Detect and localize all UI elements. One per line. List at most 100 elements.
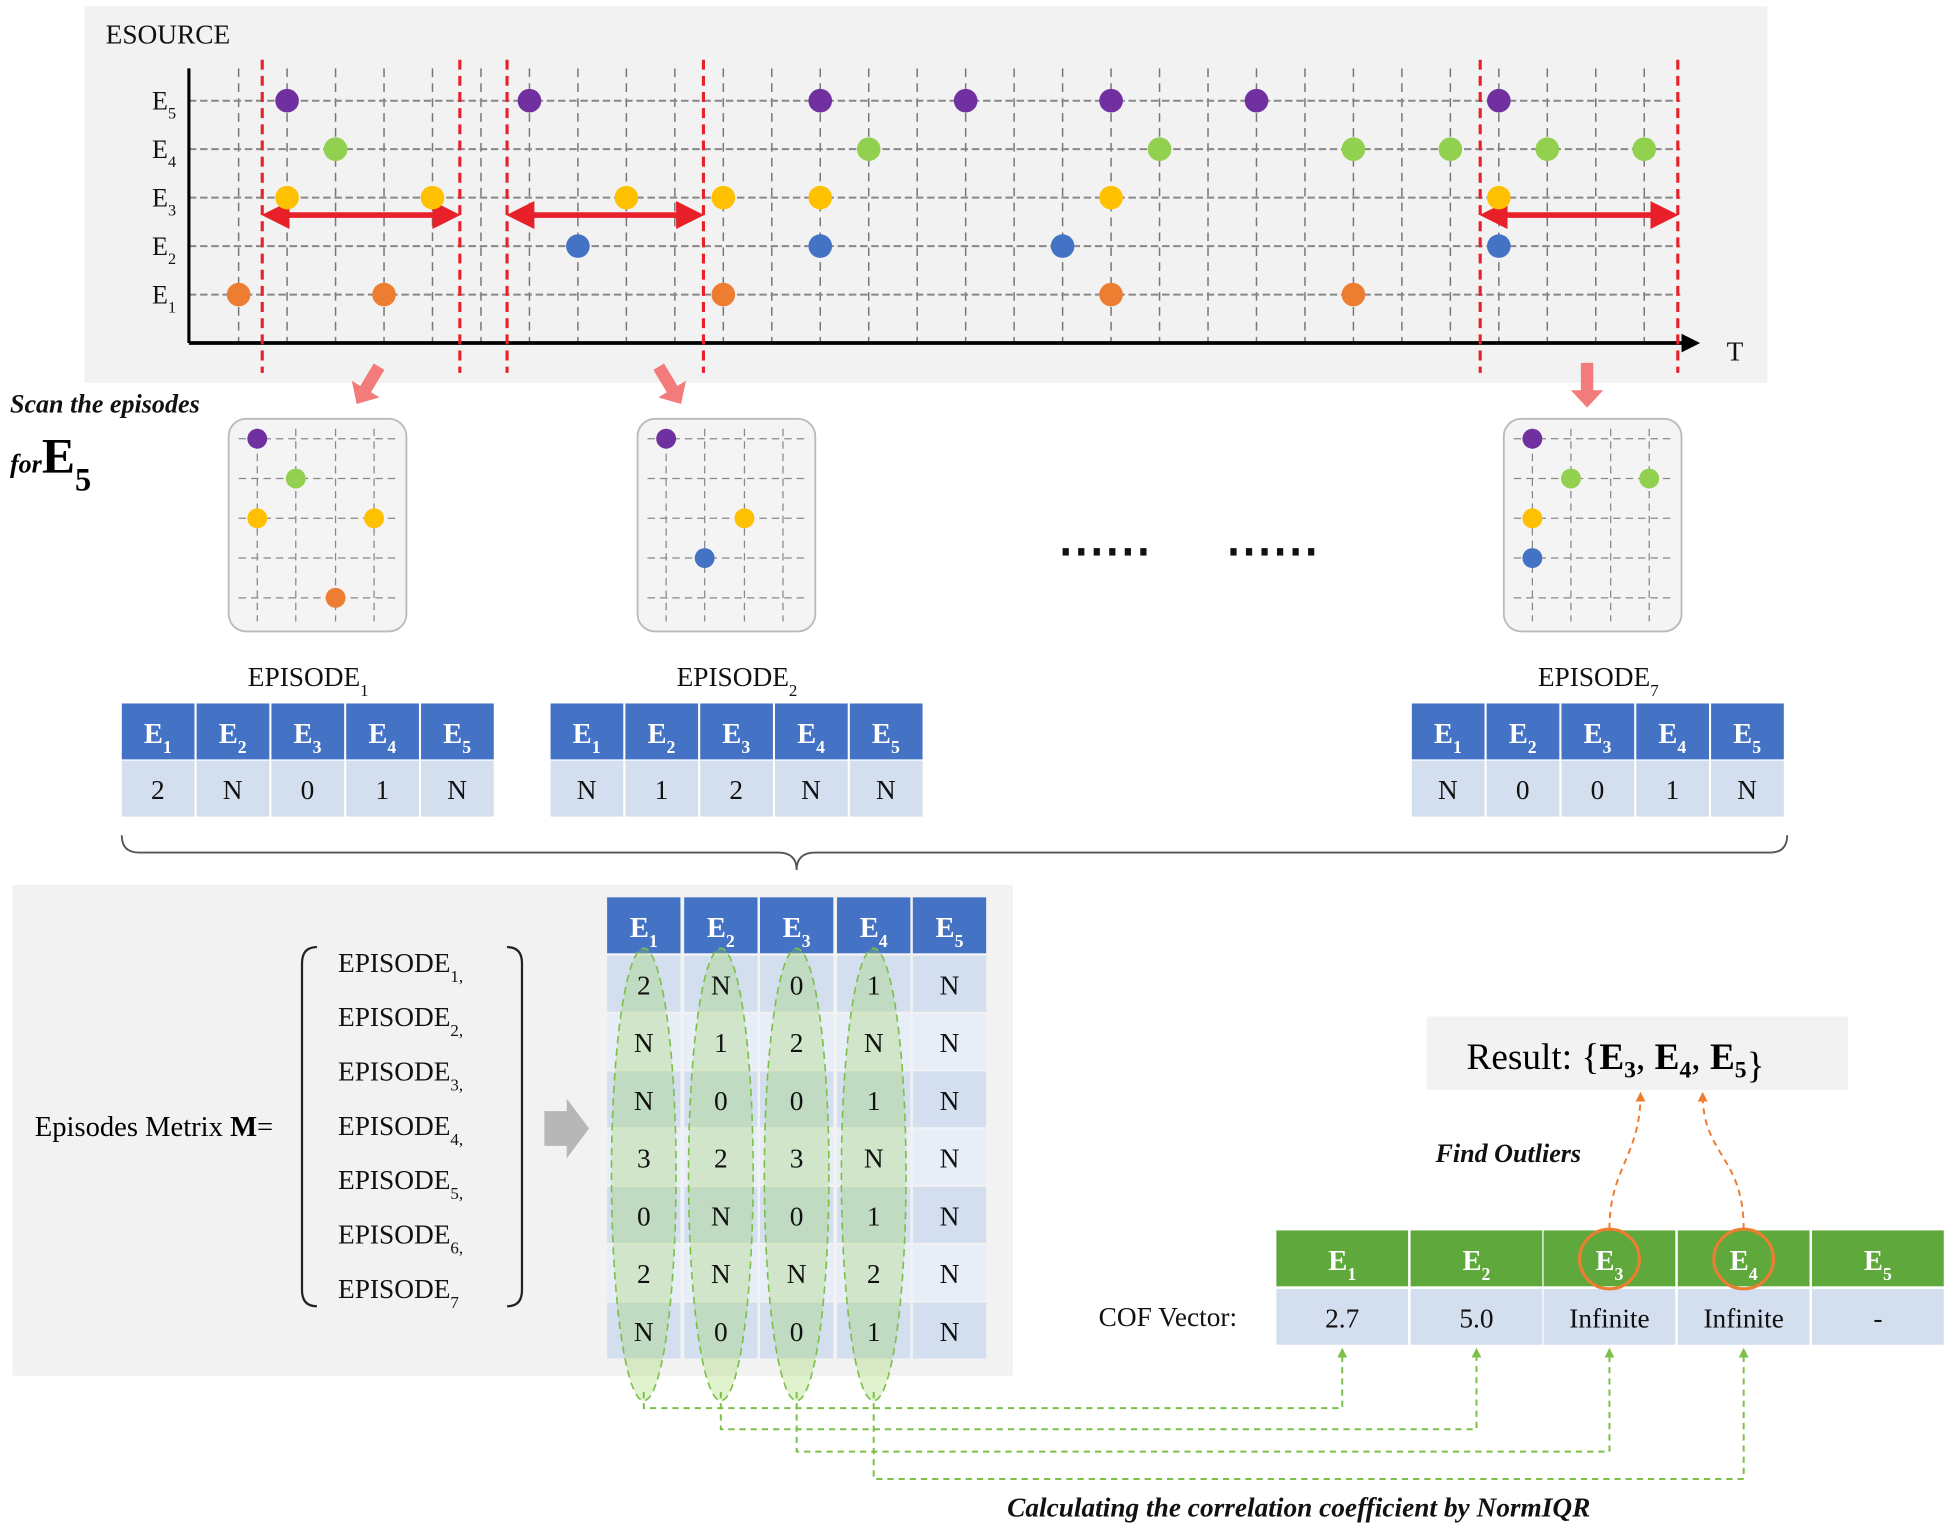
episode-value-base: N — [876, 775, 896, 805]
event-dot-E5 — [953, 88, 978, 113]
episode-header-E3-subscript: 3 — [1603, 737, 1612, 757]
cof-header-E2-base: E — [1462, 1246, 1481, 1277]
matrix-value: N — [711, 970, 731, 1000]
cof-header-E4: E4 — [1730, 1246, 1758, 1284]
episode-header-cell — [1561, 703, 1635, 760]
episode-value-cell — [421, 760, 494, 817]
episode-mini-chart — [636, 417, 817, 633]
event-dot-E4 — [1341, 137, 1366, 161]
matrix-cell — [759, 1186, 834, 1243]
mini-event-dot-E5 — [1522, 428, 1543, 449]
matrix-header-E2-base: E — [707, 913, 726, 944]
matrix-cell — [759, 1071, 834, 1128]
ellipsis-dot — [1261, 548, 1268, 556]
matrix-value-base: N — [634, 1317, 654, 1347]
result-item: E — [1710, 1037, 1735, 1078]
episode-value-cell — [346, 760, 419, 817]
matrix-value-base: N — [940, 1028, 960, 1058]
matrix-value-base: 0 — [790, 1201, 804, 1231]
matrix-value: N — [634, 1317, 654, 1347]
cof-header-E5: E5 — [1864, 1246, 1892, 1284]
episode-header-E2-base: E — [219, 719, 238, 750]
left-bracket — [300, 945, 317, 1308]
episode-header-E2-subscript: 2 — [667, 737, 676, 757]
event-dot-E5 — [808, 88, 833, 113]
ellipsis-dot — [1230, 548, 1237, 556]
episode-label: EPISODE1 — [248, 662, 369, 700]
matrix-cell — [837, 1244, 911, 1301]
matrix-value: N — [634, 1028, 654, 1058]
episode-header-E2-subscript: 2 — [1528, 737, 1537, 757]
transform-arrow-icon — [544, 1098, 590, 1159]
episode-value-cell — [1486, 760, 1560, 817]
episode-value: N — [577, 775, 597, 805]
cof-value: 2.7 — [1325, 1303, 1359, 1333]
episode-value-base: N — [447, 775, 467, 805]
episode-header-E5-base: E — [443, 719, 462, 750]
mini-event-dot-E5 — [656, 428, 677, 449]
mini-event-dot-E2 — [1522, 548, 1543, 568]
ellipsis-dot — [1124, 548, 1131, 556]
cof-value-cell — [1543, 1288, 1676, 1345]
episode-value-cell — [121, 760, 195, 817]
event-dot-E5 — [1487, 88, 1511, 113]
down-pointer-arrow-icon — [653, 363, 686, 404]
mini-event-dot-E1 — [325, 587, 346, 608]
episode-header-E3-subscript: 3 — [313, 737, 322, 757]
matrix-panel: Episodes Metrix M=EPISODE1,EPISODE2,EPIS… — [12, 884, 1013, 1402]
matrix-header-E4: E4 — [860, 913, 888, 951]
matrix-header-E5-base: E — [936, 913, 955, 944]
event-dot-E5 — [275, 88, 299, 113]
cof-header-cell — [1812, 1230, 1944, 1287]
cof-header-E1-base: E — [1328, 1246, 1347, 1277]
matrix-value: N — [864, 1144, 884, 1174]
episode-header-E2: E2 — [219, 719, 247, 757]
result-item-subscript: 5 — [1735, 1058, 1747, 1084]
column-selection-ellipse — [610, 947, 677, 1402]
matrix-value: 1 — [714, 1028, 728, 1058]
episode-header-E4-base: E — [797, 719, 816, 750]
episode-header-E4: E4 — [797, 719, 825, 757]
episode-value-cell — [700, 760, 773, 817]
matrix-value-base: N — [940, 1317, 960, 1347]
matrix-value-base: 1 — [867, 1317, 881, 1347]
episode-value-cell — [1711, 760, 1784, 817]
matrix-episode-label-subscript: 3, — [450, 1075, 463, 1094]
outlier-link-arrow — [1697, 1091, 1745, 1230]
matrix-value: 2 — [790, 1028, 804, 1058]
episode-value-base: 0 — [301, 775, 315, 805]
matrix-value-base: N — [864, 1028, 884, 1058]
matrix-cell — [684, 955, 758, 1012]
matrix-cell — [684, 1244, 758, 1301]
event-dot-E4 — [856, 137, 881, 161]
matrix-value-base: N — [940, 1086, 960, 1116]
matrix-value-base: 3 — [637, 1144, 651, 1174]
matrix-cell — [912, 1013, 987, 1070]
column-selection-ellipse — [840, 947, 907, 1402]
matrix-cell — [837, 1302, 911, 1359]
episode-value-base: N — [1438, 775, 1458, 805]
result-item: E — [1655, 1037, 1680, 1078]
row-label-E5-subscript: 5 — [168, 105, 176, 122]
matrix-cell — [684, 1013, 758, 1070]
matrix-cell — [607, 1013, 681, 1070]
matrix-value-base: 2 — [637, 970, 651, 1000]
episode-label-subscript: 7 — [1650, 681, 1658, 700]
cof-value: Infinite — [1569, 1303, 1649, 1333]
matrix-value-base: 1 — [867, 970, 881, 1000]
event-dot-E3 — [1487, 185, 1511, 210]
episode-mini-chart — [1502, 417, 1683, 633]
row-label-E3-base: E — [152, 183, 168, 212]
matrix-cell — [684, 1186, 758, 1243]
episode-value-cell — [550, 760, 624, 817]
timeline-background — [84, 6, 1768, 383]
matrix-value-base: 0 — [790, 1086, 804, 1116]
matrix-header-E1-subscript: 1 — [649, 931, 658, 951]
matrix-cell — [837, 1071, 911, 1128]
matrix-value-base: N — [787, 1259, 807, 1289]
down-pointer-arrow-icon — [1570, 362, 1604, 408]
event-dot-E4 — [1632, 137, 1657, 161]
matrix-value-base: 2 — [790, 1028, 804, 1058]
matrix-value-base: N — [711, 1201, 731, 1231]
episode-value-base: 2 — [729, 775, 743, 805]
